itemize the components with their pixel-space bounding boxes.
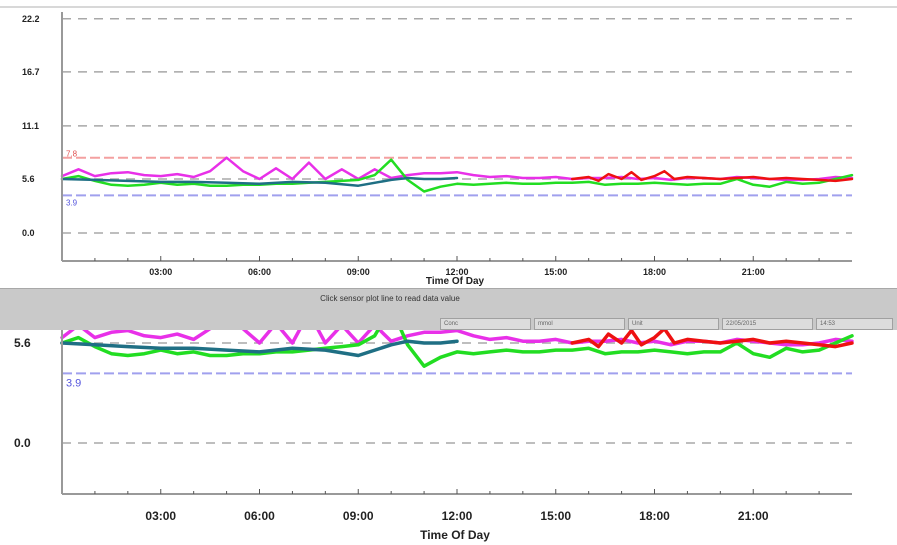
series-line[interactable] (60, 330, 854, 368)
status-field-units: mmol (534, 318, 625, 330)
glucose-chart-overview: 7.8 3.9 0.0 5.6 11.1 16.7 22.2 03:00 06:00 09:00… (0, 6, 897, 287)
x-tick-label: 03:00 (145, 509, 176, 523)
threshold-label: 7.8 (66, 150, 78, 159)
x-tick-label: 09:00 (347, 267, 370, 277)
x-tick-label: 12:00 (445, 267, 468, 277)
x-tick-label: 15:00 (540, 509, 571, 523)
status-field-date: 22/05/2015 (722, 318, 813, 330)
y-tick-label: 5.6 (22, 174, 35, 184)
x-tick-label: 18:00 (639, 509, 670, 523)
y-tick-label: 22.2 (22, 14, 40, 24)
series-line[interactable] (60, 339, 459, 358)
status-message: Click sensor plot line to read data valu… (320, 294, 460, 303)
status-field-concentration: Conc (440, 318, 531, 330)
x-tick-label: 12:00 (442, 509, 473, 523)
series-line[interactable] (60, 176, 459, 187)
x-tick-label: 15:00 (544, 267, 567, 277)
series-line[interactable] (60, 158, 854, 193)
x-axis-title: Time Of Day (420, 528, 490, 542)
x-tick-label: 03:00 (149, 267, 172, 277)
x-tick-label: 18:00 (643, 267, 666, 277)
x-axis-title: Time Of Day (426, 276, 485, 287)
glucose-chart-zoomed: 3.9 0.0 5.6 03:00 06:00 09:00 12:00 15:00 18:00… (0, 330, 897, 545)
x-tick-label: 21:00 (738, 509, 769, 523)
threshold-label: 3.9 (66, 377, 81, 389)
threshold-label: 3.9 (66, 198, 78, 207)
x-tick-label: 09:00 (343, 509, 374, 523)
y-tick-label: 5.6 (14, 336, 31, 350)
y-tick-label: 11.1 (22, 121, 39, 131)
status-field-unit: Unit (628, 318, 719, 330)
x-tick-label: 06:00 (244, 509, 275, 523)
series-line[interactable] (570, 330, 854, 349)
x-tick-label: 06:00 (248, 267, 271, 277)
x-tick-label: 21:00 (742, 267, 765, 277)
y-tick-label: 0.0 (22, 228, 35, 238)
series-line[interactable] (570, 169, 854, 183)
status-field-time: 14:53 (816, 318, 893, 330)
y-tick-label: 0.0 (14, 436, 31, 450)
y-tick-label: 16.7 (22, 67, 40, 77)
status-bar: Click sensor plot line to read data valu… (0, 288, 897, 332)
